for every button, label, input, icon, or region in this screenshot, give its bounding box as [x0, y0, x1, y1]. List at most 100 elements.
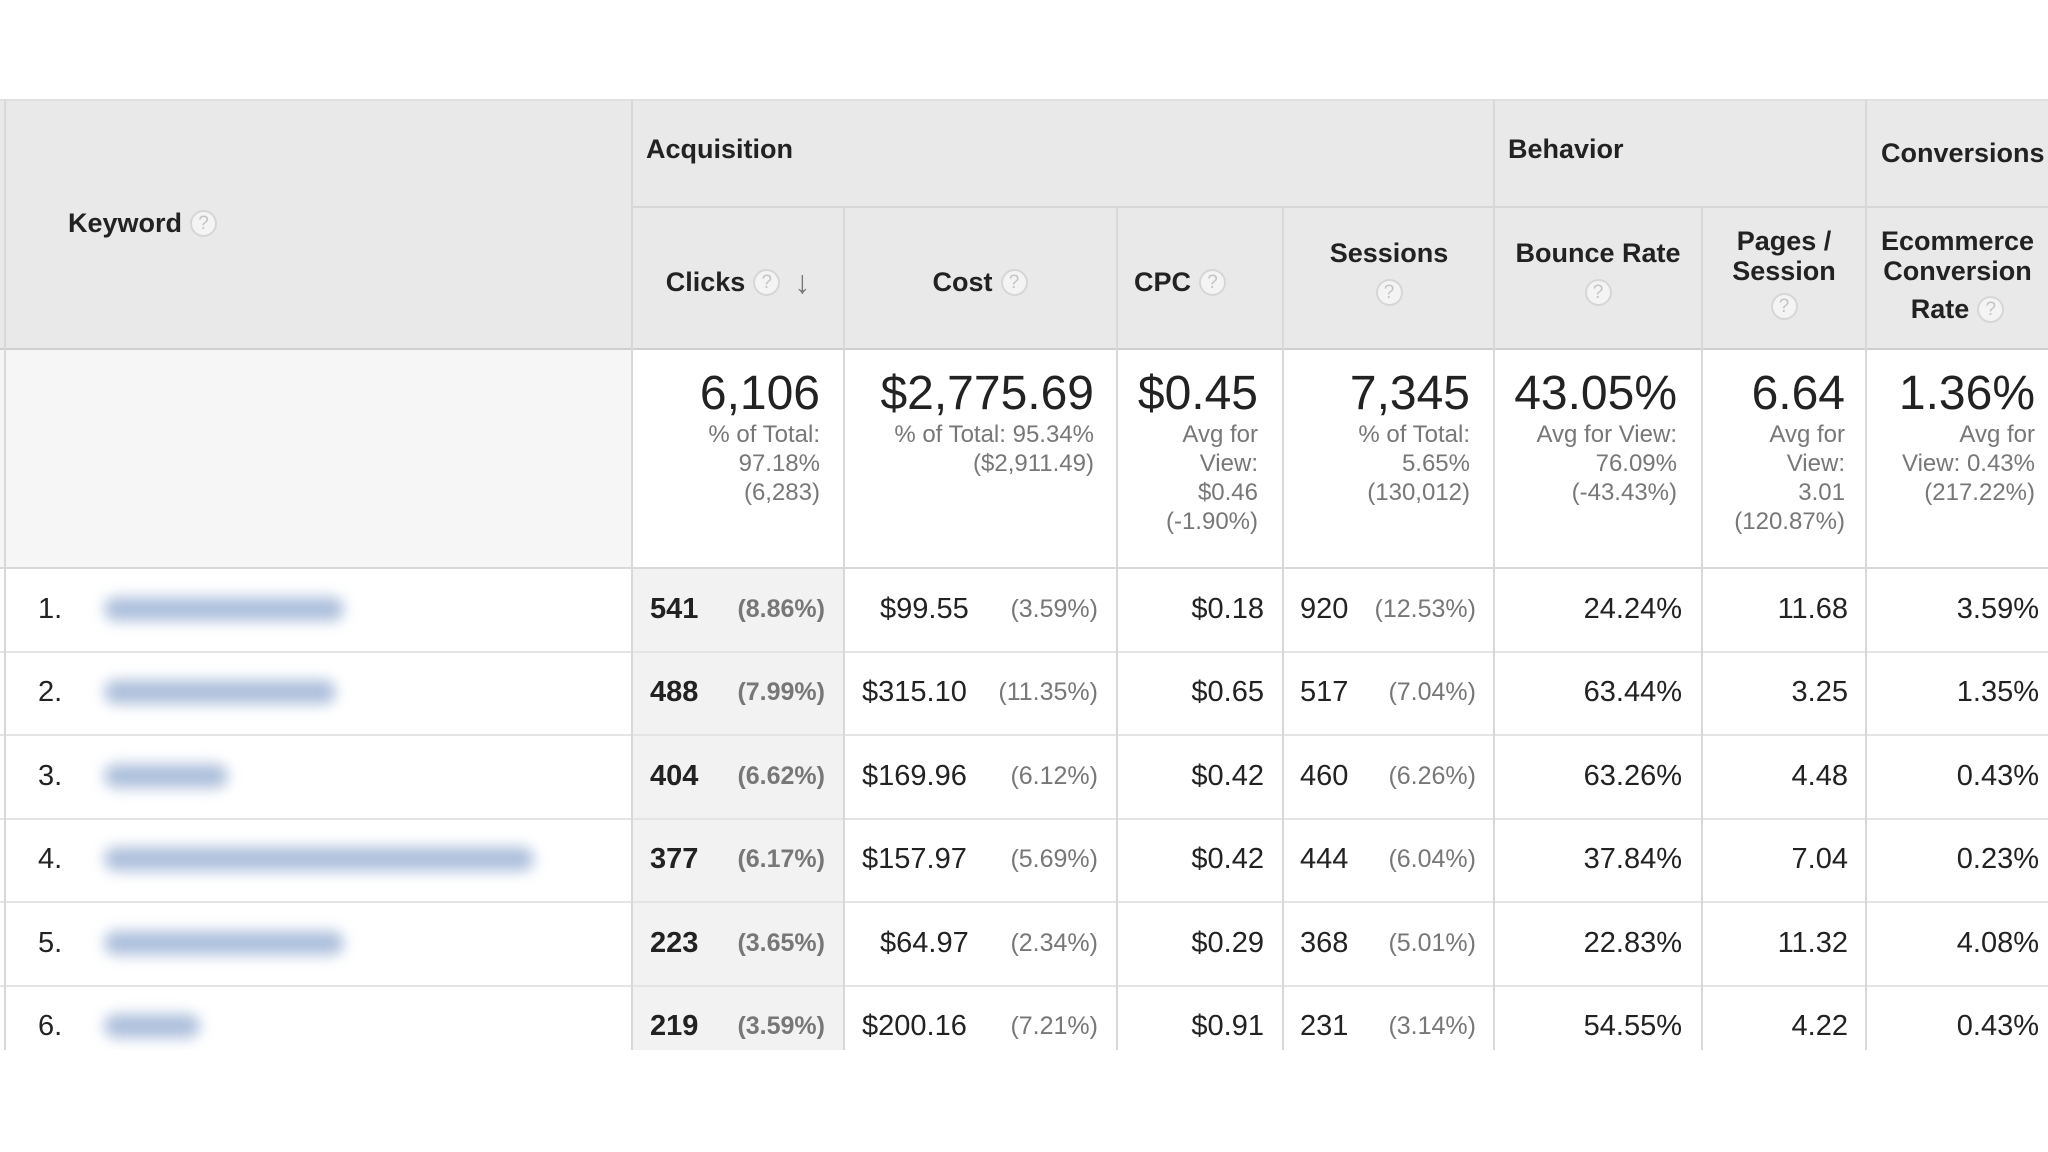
total-pages-note: View: — [1786, 450, 1845, 477]
clicks-value: 223 — [650, 926, 699, 959]
help-icon[interactable]: ? — [1770, 293, 1798, 321]
row-divider — [0, 734, 2048, 736]
clicks-percent: (8.86%) — [737, 595, 825, 623]
cost-column-border — [1116, 207, 1118, 1050]
cost-percent: (2.34%) — [1010, 928, 1098, 957]
keyword-link[interactable] — [104, 847, 534, 871]
total-ecom-note: (217.22%) — [1924, 479, 2035, 506]
keyword-link[interactable] — [104, 597, 344, 621]
total-clicks-note: (6,283) — [743, 479, 820, 506]
row-divider — [0, 818, 2048, 820]
cost-percent: (5.69%) — [1010, 845, 1098, 873]
sessions-value: 517 — [1300, 676, 1349, 708]
ecommerce-conversion-rate-column-header[interactable]: Ecommerce Conversion Rate ? — [1867, 226, 2048, 324]
help-icon[interactable]: ? — [1199, 268, 1227, 296]
total-cpc-note: View: — [1199, 450, 1258, 477]
total-ecom-value: 1.36% — [1898, 367, 2035, 420]
pages-per-session-column-header[interactable]: Pages / Session ? — [1703, 226, 1865, 321]
pages-per-session-cell: 4.22 — [1791, 1010, 1848, 1042]
total-bounce-note: Avg for View: — [1536, 421, 1677, 448]
row-divider — [0, 651, 2048, 653]
clicks-cell: 404 (6.62%) — [650, 734, 825, 818]
cost-cell: $99.55 (3.59%) — [862, 568, 1098, 651]
sessions-percent: (6.04%) — [1388, 845, 1476, 873]
help-icon[interactable]: ? — [1977, 295, 2005, 323]
clicks-column-border — [843, 207, 845, 1050]
keyword-label: Keyword — [68, 207, 183, 238]
total-pages-note: Avg for — [1769, 421, 1845, 448]
row-rank: 6. — [38, 1010, 63, 1042]
total-bounce-note: (-43.43%) — [1571, 479, 1677, 506]
sessions-cell: 231 (3.14%) — [1300, 985, 1476, 1068]
row-rank: 1. — [38, 593, 63, 625]
bounce-rate-column-header[interactable]: Bounce Rate ? — [1495, 238, 1701, 307]
total-cpc-note: Avg for — [1182, 421, 1258, 448]
bounce-rate-cell: 37.84% — [1583, 843, 1682, 875]
keyword-link[interactable] — [104, 931, 344, 955]
sessions-percent: (3.14%) — [1388, 1012, 1476, 1040]
totals-pages-per-session: 6.64 Avg for View: 3.01 (120.87%) — [1703, 368, 1845, 536]
sessions-value: 368 — [1300, 926, 1349, 959]
clicks-column-header[interactable]: Clicks ? ↓ — [632, 262, 844, 302]
sessions-percent: (12.53%) — [1374, 595, 1476, 623]
help-icon[interactable]: ? — [1584, 279, 1612, 307]
clicks-cell: 377 (6.17%) — [650, 818, 825, 901]
total-ecom-note: View: 0.43% — [1902, 450, 2035, 477]
cpc-cell: $0.42 — [1191, 843, 1264, 875]
total-clicks-note: 97.18% — [738, 450, 820, 477]
clicks-column-highlight — [632, 568, 844, 1050]
cost-percent: (3.59%) — [1010, 595, 1098, 623]
totals-clicks: 6,106 % of Total: 97.18% (6,283) — [632, 368, 820, 507]
totals-bottom-border — [0, 567, 2048, 569]
cost-value: $200.16 — [862, 1010, 967, 1042]
cost-column-header[interactable]: Cost ? — [844, 262, 1116, 302]
cpc-column-header[interactable]: CPC ? — [1134, 262, 1227, 302]
bounce-rate-cell: 54.55% — [1583, 1010, 1682, 1042]
ecom-rate-cell: 3.59% — [1956, 593, 2039, 625]
keyword-link[interactable] — [104, 680, 336, 704]
clicks-percent: (7.99%) — [737, 678, 825, 706]
cost-value: $157.97 — [862, 843, 967, 875]
clicks-cell: 541 (8.86%) — [650, 568, 825, 651]
help-icon[interactable]: ? — [190, 209, 218, 237]
pages-column-border — [1865, 100, 1867, 1050]
group-acquisition: Acquisition — [646, 134, 793, 164]
total-bounce-value: 43.05% — [1514, 367, 1677, 420]
clicks-value: 377 — [650, 843, 699, 875]
pages-per-session-cell: 4.48 — [1791, 759, 1848, 792]
sessions-cell: 517 (7.04%) — [1300, 651, 1476, 734]
cpc-cell: $0.65 — [1191, 676, 1264, 708]
total-cost-note: % of Total: 95.34% — [894, 421, 1094, 448]
total-sessions-value: 7,345 — [1349, 367, 1470, 420]
header-bottom-border — [0, 348, 2048, 350]
row-rank: 4. — [38, 843, 63, 875]
sort-descending-icon[interactable]: ↓ — [794, 264, 811, 300]
total-ecom-note: Avg for — [1959, 421, 2035, 448]
keyword-link[interactable] — [104, 764, 228, 788]
pages-per-session-cell: 3.25 — [1791, 676, 1848, 708]
totals-bounce-rate: 43.05% Avg for View: 76.09% (-43.43%) — [1495, 368, 1677, 507]
bottom-whitespace — [0, 1050, 2048, 1152]
total-pages-note: (120.87%) — [1734, 508, 1845, 535]
pages-label-line2: Session — [1732, 256, 1836, 286]
keyword-link[interactable] — [104, 1014, 200, 1038]
ecom-rate-cell: 1.35% — [1956, 676, 2039, 708]
help-icon[interactable]: ? — [753, 268, 781, 296]
clicks-percent: (3.65%) — [737, 928, 825, 957]
sessions-percent: (7.04%) — [1388, 678, 1476, 706]
row-divider — [0, 985, 2048, 987]
keyword-column-header[interactable]: Keyword ? — [68, 203, 218, 243]
total-cost-value: $2,775.69 — [880, 367, 1094, 420]
row-rank: 3. — [38, 759, 63, 792]
help-icon[interactable]: ? — [1000, 268, 1028, 296]
help-icon[interactable]: ? — [1375, 279, 1403, 307]
sessions-value: 920 — [1300, 593, 1349, 625]
cost-percent: (11.35%) — [998, 678, 1098, 706]
totals-cpc: $0.45 Avg for View: $0.46 (-1.90%) — [1118, 368, 1258, 536]
cpc-cell: $0.91 — [1191, 1010, 1264, 1042]
ecom-label-line1: Ecommerce — [1880, 226, 2035, 256]
table-header — [0, 100, 2048, 350]
sessions-column-header[interactable]: Sessions ? — [1284, 238, 1494, 307]
ecom-rate-cell: 0.23% — [1956, 843, 2039, 875]
cost-value: $169.96 — [862, 759, 967, 792]
